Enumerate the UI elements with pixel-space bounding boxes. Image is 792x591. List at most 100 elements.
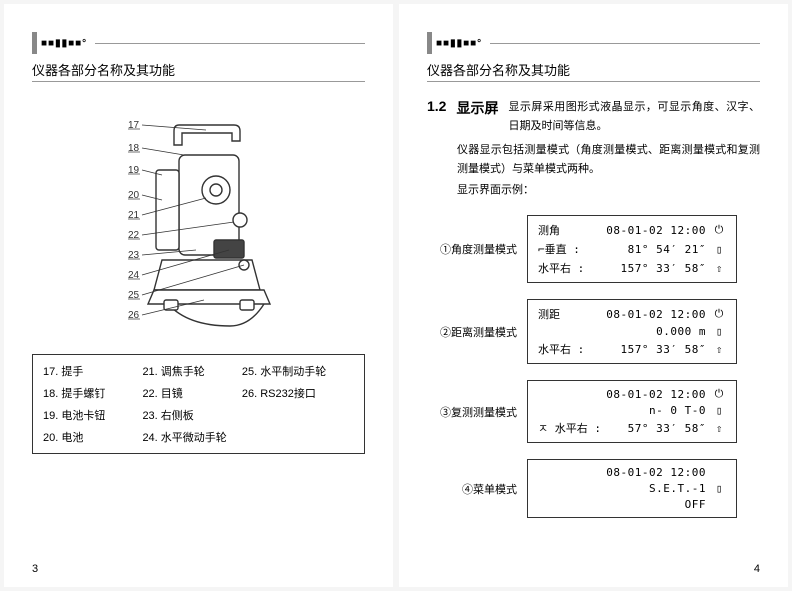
panel-line-value: 08-01-02 12:00 — [606, 224, 706, 237]
section-number: 1.2 — [427, 98, 446, 114]
callout-18: 18 — [128, 143, 140, 154]
display-panel: 测距 08-01-02 12:00 ⏻ 0.000 m ▯ 水平右 : 157° 33′ 5… — [527, 299, 737, 364]
logo-mark — [427, 32, 432, 54]
parts-cell: 22. 目镜 — [142, 385, 235, 401]
panel-line-value: 157° 33′ 58″ — [621, 262, 706, 275]
up-icon: ⇧ — [712, 422, 726, 435]
display-panel: 测角 08-01-02 12:00 ⏻ ⌐垂直 : 81° 54′ 21″ ▯ 水平右 : 1… — [527, 215, 737, 283]
mode-label: ②距离测量模式 — [427, 324, 517, 340]
section-header: 1.2 显示屏 显示屏采用图形式液晶显示，可显示角度、汉字、日期及时间等信息。 — [427, 98, 760, 137]
callout-19: 19 — [128, 165, 140, 176]
page-number: 4 — [754, 563, 760, 575]
parts-cell: 20. 电池 — [43, 429, 136, 445]
heading-divider — [427, 81, 760, 82]
callout-20: 20 — [128, 190, 140, 201]
intro-text: 显示屏采用图形式液晶显示，可显示角度、汉字、日期及时间等信息。 — [508, 98, 760, 137]
parts-cell: 25. 水平制动手轮 — [242, 363, 354, 379]
panel-line: 08-01-02 12:00 — [538, 466, 726, 479]
logo-divider — [95, 43, 365, 44]
panel-line: 测距 08-01-02 12:00 ⏻ — [538, 306, 726, 322]
panel-line-value: 157° 33′ 58″ — [621, 343, 706, 356]
power-icon: ⏻ — [712, 307, 726, 321]
panel-line: ㅈ 水平右 : 57° 33′ 58″ ⇧ — [538, 420, 726, 436]
panel-line-value: 08-01-02 12:00 — [606, 308, 706, 321]
callout-17: 17 — [128, 120, 140, 131]
callout-25: 25 — [128, 290, 140, 301]
parts-cell: 21. 调焦手轮 — [142, 363, 235, 379]
parts-cell — [242, 429, 354, 445]
panel-line-value: 57° 33′ 58″ — [628, 422, 706, 435]
parts-cell: 26. RS232接口 — [242, 385, 354, 401]
parts-cell: 18. 提手螺钉 — [43, 385, 136, 401]
panel-line-label: 水平右 : — [538, 260, 584, 276]
power-icon: ⏻ — [712, 223, 726, 237]
logo-mark — [32, 32, 37, 54]
panel-line: 0.000 m ▯ — [538, 325, 726, 338]
panel-line-label: ⌐垂直 : — [538, 241, 580, 257]
battery-icon: ▯ — [712, 325, 726, 338]
callout-23: 23 — [128, 250, 140, 261]
battery-icon: ▯ — [712, 404, 726, 417]
logo-row: ■■▮▮■■° — [32, 32, 365, 54]
power-icon: ⏻ — [712, 387, 726, 401]
panel-line: 水平右 : 157° 33′ 58″ ⇧ — [538, 341, 726, 357]
mode-label: ④菜单模式 — [427, 481, 517, 497]
panel-line: n- 0 T-0 ▯ — [538, 404, 726, 417]
intro-line: 显示界面示例： — [457, 181, 760, 200]
section-title: 显示屏 — [456, 98, 498, 118]
parts-cell: 17. 提手 — [43, 363, 136, 379]
panel-line-value: 0.000 m — [656, 325, 706, 338]
logo-divider — [490, 43, 760, 44]
callout-26: 26 — [128, 310, 140, 321]
mode-label: ③复测测量模式 — [427, 404, 517, 420]
panel-line-label: 水平右 : — [538, 341, 584, 357]
mode-row: ②距离测量模式 测距 08-01-02 12:00 ⏻ 0.000 m ▯ 水平右 : 157… — [427, 299, 760, 364]
display-panel: 08-01-02 12:00 ⏻ n- 0 T-0 ▯ ㅈ 水平右 : 57° 33′ 5… — [527, 380, 737, 443]
display-modes: ①角度测量模式 测角 08-01-02 12:00 ⏻ ⌐垂直 : 81° 54′ 21″… — [427, 215, 760, 518]
parts-table: 17. 提手 21. 调焦手轮 25. 水平制动手轮 18. 提手螺钉 22. 目镜 26… — [32, 354, 365, 454]
panel-line-label: 测角 — [538, 222, 560, 238]
page-left: ■■▮▮■■° 仪器各部分名称及其功能 — [4, 4, 393, 587]
up-icon: ⇧ — [712, 262, 726, 275]
panel-line: 08-01-02 12:00 ⏻ — [538, 387, 726, 401]
mode-row: ③复测测量模式 08-01-02 12:00 ⏻ n- 0 T-0 ▯ ㅈ 水平右 : 57… — [427, 380, 760, 443]
panel-line-value: 08-01-02 12:00 — [606, 388, 706, 401]
panel-line-value: 81° 54′ 21″ — [628, 243, 706, 256]
panel-line: S.E.T.-1 ▯ — [538, 482, 726, 495]
parts-cell — [242, 407, 354, 423]
logo-text: ■■▮▮■■° — [41, 38, 87, 49]
panel-line-label: 测距 — [538, 306, 560, 322]
callout-24: 24 — [128, 270, 140, 281]
intro-line: 仪器显示包括测量模式（角度测量模式、距离测量模式和复测测量模式）与菜单模式两种。 — [457, 141, 760, 178]
callout-22: 22 — [128, 230, 140, 241]
panel-line-value: OFF — [685, 498, 706, 511]
page-heading: 仪器各部分名称及其功能 — [427, 60, 760, 79]
intro-cont: 仪器显示包括测量模式（角度测量模式、距离测量模式和复测测量模式）与菜单模式两种。… — [427, 141, 760, 201]
intro-line: 显示屏采用图形式液晶显示，可显示角度、汉字、日期及时间等信息。 — [508, 98, 760, 135]
battery-icon: ▯ — [712, 243, 726, 256]
display-panel: 08-01-02 12:00 S.E.T.-1 ▯ OFF — [527, 459, 737, 518]
panel-line: ⌐垂直 : 81° 54′ 21″ ▯ — [538, 241, 726, 257]
up-icon: ⇧ — [712, 343, 726, 356]
panel-line-value: S.E.T.-1 — [649, 482, 706, 495]
callout-21: 21 — [128, 210, 140, 221]
logo-row: ■■▮▮■■° — [427, 32, 760, 54]
panel-line: OFF — [538, 498, 726, 511]
mode-label: ①角度测量模式 — [427, 241, 517, 257]
page-right: ■■▮▮■■° 仪器各部分名称及其功能 1.2 显示屏 显示屏采用图形式液晶显示… — [399, 4, 788, 587]
panel-line-label: ㅈ 水平右 : — [538, 420, 601, 436]
panel-line: 测角 08-01-02 12:00 ⏻ — [538, 222, 726, 238]
panel-line-value: n- 0 T-0 — [649, 404, 706, 417]
mode-row: ④菜单模式 08-01-02 12:00 S.E.T.-1 ▯ OFF — [427, 459, 760, 518]
battery-icon: ▯ — [712, 482, 726, 495]
page-heading: 仪器各部分名称及其功能 — [32, 60, 365, 79]
panel-line-value: 08-01-02 12:00 — [606, 466, 706, 479]
parts-cell: 19. 电池卡钮 — [43, 407, 136, 423]
logo-text: ■■▮▮■■° — [436, 38, 482, 49]
panel-line: 水平右 : 157° 33′ 58″ ⇧ — [538, 260, 726, 276]
parts-cell: 24. 水平微动手轮 — [142, 429, 235, 445]
mode-row: ①角度测量模式 测角 08-01-02 12:00 ⏻ ⌐垂直 : 81° 54′ 21″… — [427, 215, 760, 283]
page-number: 3 — [32, 563, 38, 575]
instrument-diagram: 17 18 19 20 21 22 23 24 25 26 — [32, 100, 365, 340]
heading-divider — [32, 81, 365, 82]
